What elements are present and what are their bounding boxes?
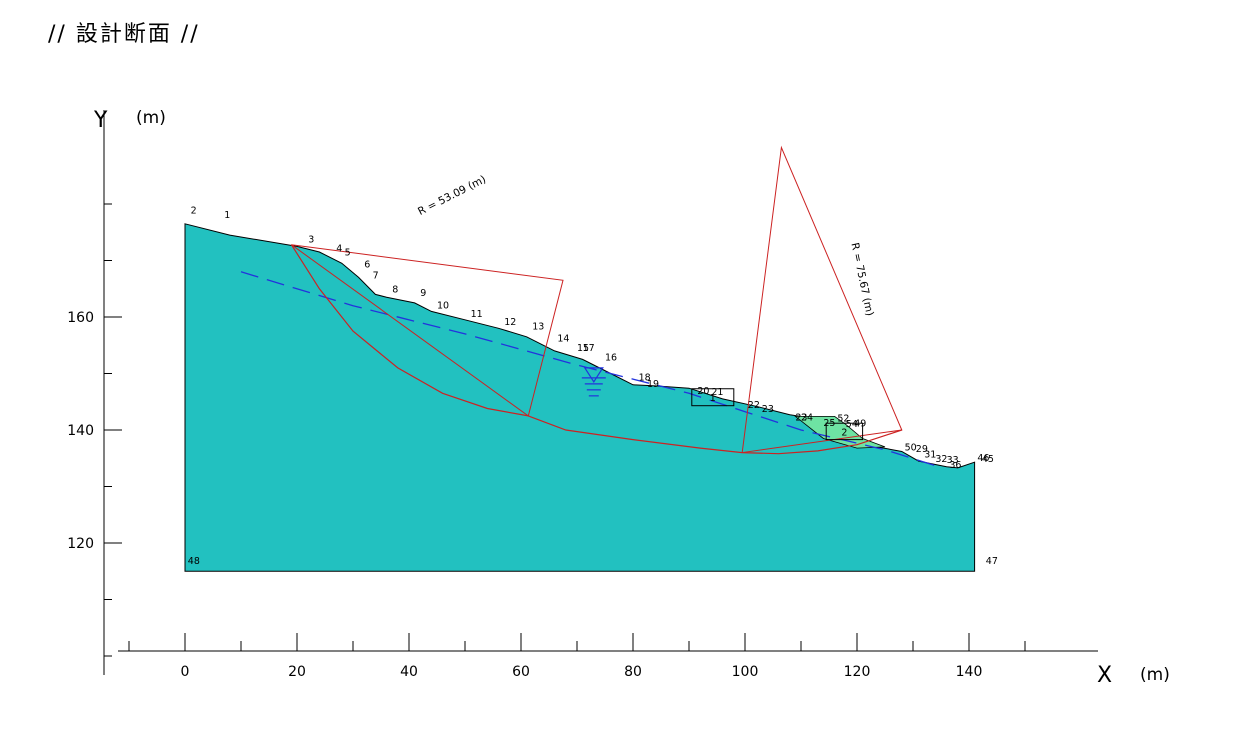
point-label: 48 [188, 556, 200, 567]
water-level-marker [583, 367, 604, 383]
block-label: 1 [710, 393, 716, 404]
y-axis-name: Y [93, 108, 108, 133]
point-label: 6 [364, 259, 370, 270]
point-label: 14 [557, 333, 569, 344]
diagram-title: // 設計断面 // [48, 22, 200, 47]
point-label: 24 [801, 412, 813, 423]
water-table-line [240, 271, 936, 467]
point-label: 25 [823, 418, 835, 429]
block-label: 2 [841, 427, 847, 438]
point-label: 36 [949, 460, 961, 471]
x-tick-label: 40 [400, 664, 418, 680]
slip-arc [290, 244, 529, 417]
x-tick-label: 120 [844, 664, 871, 680]
point-label: 9 [420, 288, 426, 299]
point-label: 16 [605, 353, 617, 364]
y-tick-label: 140 [67, 423, 94, 439]
point-label: 19 [647, 379, 659, 390]
point-label: 52 [837, 414, 849, 425]
point-label: 21 [711, 387, 723, 398]
point-label: 23 [762, 404, 774, 415]
y-tick-label: 160 [67, 310, 94, 326]
water-layer [240, 271, 936, 467]
point-label: 45 [982, 454, 994, 465]
block-1 [691, 388, 735, 407]
point-label: 46 [977, 453, 989, 464]
x-tick-label: 100 [732, 664, 759, 680]
point-label: 8 [392, 285, 398, 296]
x-tick-label: 20 [288, 664, 306, 680]
point-label: 10 [437, 301, 449, 312]
x-ticks: 0 20 40 60 80 100 120 140 [128, 633, 1026, 680]
point-label: 20 [697, 386, 709, 397]
point-label: 4 [336, 243, 342, 254]
point-label: 18 [639, 372, 651, 383]
point-label: 31 [924, 450, 936, 461]
radius-triangle [291, 244, 564, 417]
y-axis-unit: (m) [136, 108, 166, 128]
x-axis-unit: (m) [1140, 665, 1170, 685]
point-label: 17 [583, 343, 595, 354]
point-label: 1 [224, 210, 230, 221]
point-label: 7 [373, 271, 379, 282]
x-tick-label: 80 [624, 664, 642, 680]
point-label: 54 [846, 419, 858, 430]
point-label: 5 [345, 247, 351, 258]
x-tick-label: 0 [181, 664, 190, 680]
point-label: 15 [577, 343, 589, 354]
point-label: 2 [191, 206, 197, 217]
x-tick-label: 140 [956, 664, 983, 680]
radius-label: R = 75.67 (m) [848, 242, 875, 317]
x-axis-name: X [1097, 663, 1112, 688]
point-label: 3 [308, 234, 314, 245]
point-label: 22 [748, 400, 760, 411]
point-label: 32 [935, 454, 947, 465]
block-2 [825, 422, 864, 441]
point-label: 13 [532, 321, 544, 332]
point-label: 11 [471, 309, 483, 320]
box-layer: 12 [691, 388, 864, 441]
point-label: 33 [947, 455, 959, 466]
x-tick-label: 60 [512, 664, 530, 680]
point-label: 23 [795, 412, 807, 423]
y-tick-label: 120 [67, 536, 94, 552]
point-label: 47 [986, 556, 998, 567]
point-label: 50 [905, 442, 917, 453]
slip-arc [528, 415, 902, 455]
point-label: 29 [916, 444, 928, 455]
y-ticks: 120 140 160 [67, 203, 122, 657]
point-label: 12 [504, 317, 516, 328]
radius-triangle [741, 145, 903, 454]
radius-label: R = 53.09 (m) [416, 173, 488, 218]
point-label: 49 [854, 419, 866, 430]
